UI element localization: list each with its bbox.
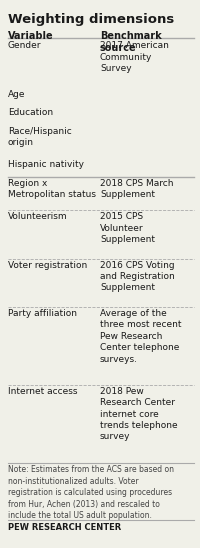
Text: PEW RESEARCH CENTER: PEW RESEARCH CENTER [8,523,121,532]
Text: Average of the
three most recent
Pew Research
Center telephone
surveys.: Average of the three most recent Pew Res… [100,309,182,364]
Text: Gender: Gender [8,42,42,50]
Text: Voter registration: Voter registration [8,260,87,270]
Text: 2017 American
Community
Survey: 2017 American Community Survey [100,42,169,73]
Text: Variable: Variable [8,31,54,41]
Text: Internet access: Internet access [8,386,78,396]
Text: Age: Age [8,89,26,99]
Text: Note: Estimates from the ACS are based on
non-institutionalized adults. Voter
re: Note: Estimates from the ACS are based o… [8,465,174,520]
Text: Volunteerism: Volunteerism [8,212,68,221]
Text: Party affiliation: Party affiliation [8,309,77,318]
Text: Benchmark
source: Benchmark source [100,31,162,53]
Text: 2015 CPS
Volunteer
Supplement: 2015 CPS Volunteer Supplement [100,212,155,244]
Text: Race/Hispanic
origin: Race/Hispanic origin [8,127,72,147]
Text: Weighting dimensions: Weighting dimensions [8,13,174,26]
Text: Region x
Metropolitan status: Region x Metropolitan status [8,179,96,199]
Text: Hispanic nativity: Hispanic nativity [8,160,84,169]
Text: 2018 Pew
Research Center
internet core
trends telephone
survey: 2018 Pew Research Center internet core t… [100,386,178,441]
Text: 2018 CPS March
Supplement: 2018 CPS March Supplement [100,179,174,199]
Text: Education: Education [8,109,53,117]
Text: 2016 CPS Voting
and Registration
Supplement: 2016 CPS Voting and Registration Supplem… [100,260,175,293]
